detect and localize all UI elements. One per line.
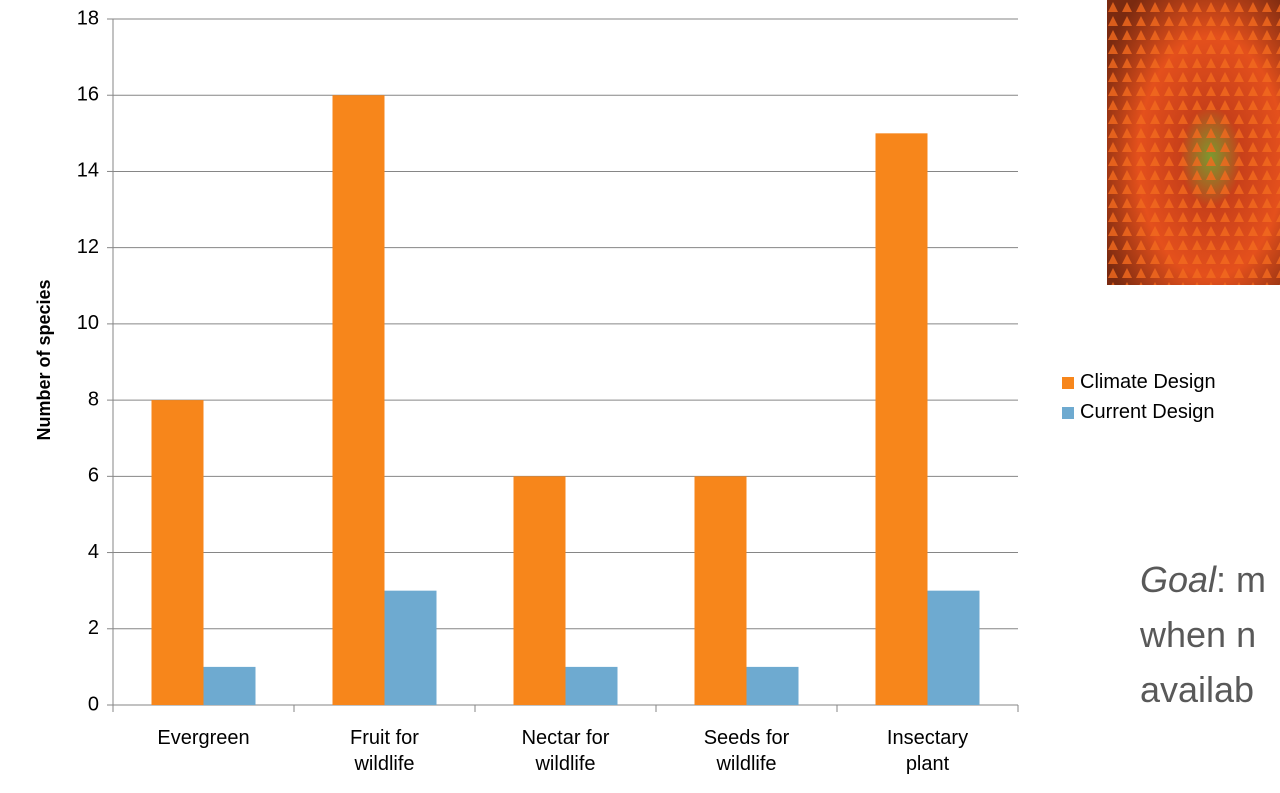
bar: [151, 400, 204, 705]
annotation-line: when n: [1140, 614, 1257, 655]
bar: [565, 666, 618, 705]
y-tick-label: 12: [77, 236, 99, 258]
x-tick-label: Insectary plant: [886, 727, 969, 775]
bar: [513, 476, 566, 705]
bar: [332, 95, 385, 705]
y-tick-label: 6: [88, 465, 99, 487]
y-tick-label: 0: [88, 693, 99, 715]
y-tick-label: 2: [88, 617, 99, 639]
bar: [746, 666, 799, 705]
y-tick-label: 4: [88, 541, 99, 563]
legend-entry: Current Design: [1062, 401, 1215, 424]
y-axis-title: Number of species: [34, 279, 54, 440]
x-tick-label: Nectar for wildlife: [521, 727, 610, 775]
y-tick-label: 16: [77, 84, 99, 106]
y-tick-label: 14: [77, 160, 99, 182]
annotation: Goal: m when n availab: [1140, 552, 1266, 717]
legend-swatch: [1062, 406, 1074, 419]
annotation-emphasis: Goal: [1140, 559, 1217, 600]
bar: [384, 590, 437, 705]
x-tick-label: Evergreen: [157, 727, 250, 749]
legend-label: Climate Design: [1080, 371, 1216, 393]
y-tick-label: 10: [77, 312, 99, 334]
bar: [927, 590, 980, 705]
bar: [694, 476, 747, 705]
x-tick-label: Seeds for wildlife: [703, 727, 790, 775]
legend-swatch: [1062, 376, 1074, 389]
bar: [875, 133, 928, 706]
annotation-line: availab: [1140, 669, 1255, 710]
x-tick-label: Fruit for wildlife: [350, 727, 419, 775]
bar: [203, 666, 256, 705]
flower-photo-texture: [1107, 0, 1280, 285]
legend-label: Current Design: [1080, 401, 1215, 423]
legend-entry: Climate Design: [1062, 371, 1216, 394]
y-tick-label: 18: [77, 7, 99, 29]
y-tick-label: 8: [88, 388, 99, 410]
annotation-line: : m: [1216, 559, 1267, 600]
